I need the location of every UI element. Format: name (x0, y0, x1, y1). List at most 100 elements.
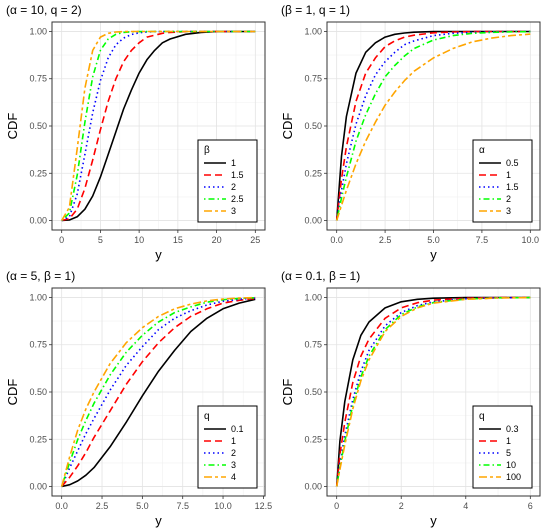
series-line-1 (61, 297, 256, 488)
legend-label: 4 (231, 472, 236, 482)
x-axis-label: y (430, 513, 437, 528)
y-tick-label: 0.50 (29, 121, 47, 131)
legend-title: q (479, 411, 485, 422)
x-tick-label: 15 (173, 235, 183, 245)
x-tick-label: 0.0 (55, 501, 68, 511)
y-axis-label: CDF (5, 113, 20, 140)
y-tick-label: 1.00 (304, 292, 322, 302)
series-line-3 (335, 33, 531, 221)
legend-label: 1 (231, 158, 236, 168)
legend-title: β (204, 145, 210, 156)
legend-box (472, 405, 533, 489)
x-tick-label: 0 (59, 235, 64, 245)
legend-label: 2 (506, 194, 511, 204)
x-tick-label: 2.5 (379, 235, 392, 245)
legend-title: q (204, 411, 210, 422)
y-tick-label: 0.75 (304, 340, 322, 350)
series-line-0.1 (61, 298, 256, 488)
x-tick-label: 20 (212, 235, 222, 245)
x-axis-label: y (155, 513, 162, 528)
legend-label: 10 (506, 460, 516, 470)
x-tick-label: 10 (134, 235, 144, 245)
series-line-0.5 (335, 30, 531, 221)
x-tick-label: 25 (250, 235, 260, 245)
legend-label: 3 (231, 206, 236, 216)
x-axis-label: y (155, 247, 162, 262)
legend-label: 1.5 (231, 170, 244, 180)
y-tick-label: 0.00 (29, 216, 47, 226)
chart-title: (α = 5, β = 1) (6, 269, 75, 283)
x-tick-label: 0.0 (330, 235, 343, 245)
legend-box (197, 405, 258, 489)
x-tick-label: 7.5 (176, 501, 189, 511)
legend-title: α (479, 145, 485, 156)
legend-label: 2 (231, 448, 236, 458)
x-tick-label: 0 (334, 501, 339, 511)
series-line-10 (335, 296, 531, 487)
y-axis-label: CDF (280, 379, 295, 406)
y-tick-label: 0.00 (304, 482, 322, 492)
legend-label: 3 (506, 206, 511, 216)
y-tick-label: 1.00 (29, 26, 47, 36)
series-line-1 (335, 296, 531, 487)
legend-label: 1.5 (506, 182, 519, 192)
chart-title: (α = 10, q = 2) (6, 3, 82, 17)
x-tick-label: 4 (463, 501, 468, 511)
legend-label: 1 (231, 436, 236, 446)
legend-label: 0.1 (231, 424, 244, 434)
panel-top-right: 0.00 0.25 0.50 0.75 1.00 0.0 2.5 5.0 7.5 10.0 (β =… (280, 3, 541, 262)
y-tick-label: 0.50 (29, 387, 47, 397)
x-tick-label: 5.0 (136, 501, 149, 511)
legend-label: 100 (506, 472, 521, 482)
y-tick-label: 0.50 (304, 121, 322, 131)
chart-title: (α = 0.1, β = 1) (281, 269, 360, 283)
x-tick-label: 6 (528, 501, 533, 511)
legend-label: 2.5 (231, 194, 244, 204)
x-tick-label: 7.5 (476, 235, 489, 245)
series-line-1.5 (335, 30, 531, 221)
y-tick-label: 1.00 (304, 26, 322, 36)
chart-title: (β = 1, q = 1) (281, 3, 350, 17)
legend-label: 0.5 (506, 158, 519, 168)
x-tick-label: 12.5 (255, 501, 273, 511)
series-line-5 (335, 296, 531, 487)
series-line-3 (61, 30, 256, 221)
y-tick-label: 0.00 (29, 482, 47, 492)
legend-label: 3 (231, 460, 236, 470)
legend-label: 5 (506, 448, 511, 458)
y-tick-label: 0.75 (29, 340, 47, 350)
legend-box (472, 139, 533, 223)
series-line-4 (60, 296, 256, 487)
legend-label: 2 (231, 182, 236, 192)
series-line-2 (335, 30, 531, 221)
y-axis-label: CDF (5, 379, 20, 406)
y-tick-label: 0.75 (29, 74, 47, 84)
x-tick-label: 5 (98, 235, 103, 245)
series-line-1 (335, 30, 531, 221)
legend-label: 1 (506, 436, 511, 446)
x-tick-label: 10.0 (522, 235, 540, 245)
x-axis-label: y (430, 247, 437, 262)
legend-label: 1 (506, 170, 511, 180)
x-tick-label: 2 (399, 501, 404, 511)
panel-bottom-right: 0.00 0.25 0.50 0.75 1.00 0 2 4 6 (α = 0.1, β = 1)… (280, 269, 541, 528)
series-line-2 (61, 30, 256, 222)
y-tick-label: 0.75 (304, 74, 322, 84)
series-line-1 (61, 30, 256, 222)
y-tick-label: 0.25 (29, 168, 47, 178)
legend-label: 0.3 (506, 424, 519, 434)
legend-box (197, 139, 258, 223)
y-axis-label: CDF (280, 113, 295, 140)
series-line-2.5 (61, 30, 256, 222)
series-line-0.3 (335, 296, 531, 487)
y-tick-label: 0.50 (304, 387, 322, 397)
panel-bottom-left: 0.00 0.25 0.50 0.75 1.00 0.0 2.5 5.0 7.5 10.0 12.5… (5, 269, 273, 528)
y-tick-label: 0.00 (304, 216, 322, 226)
series-line-2 (60, 297, 256, 487)
series-line-3 (60, 297, 256, 487)
x-tick-label: 10.0 (214, 501, 232, 511)
y-tick-label: 0.25 (304, 168, 322, 178)
y-tick-label: 0.25 (29, 434, 47, 444)
x-tick-label: 5.0 (427, 235, 440, 245)
